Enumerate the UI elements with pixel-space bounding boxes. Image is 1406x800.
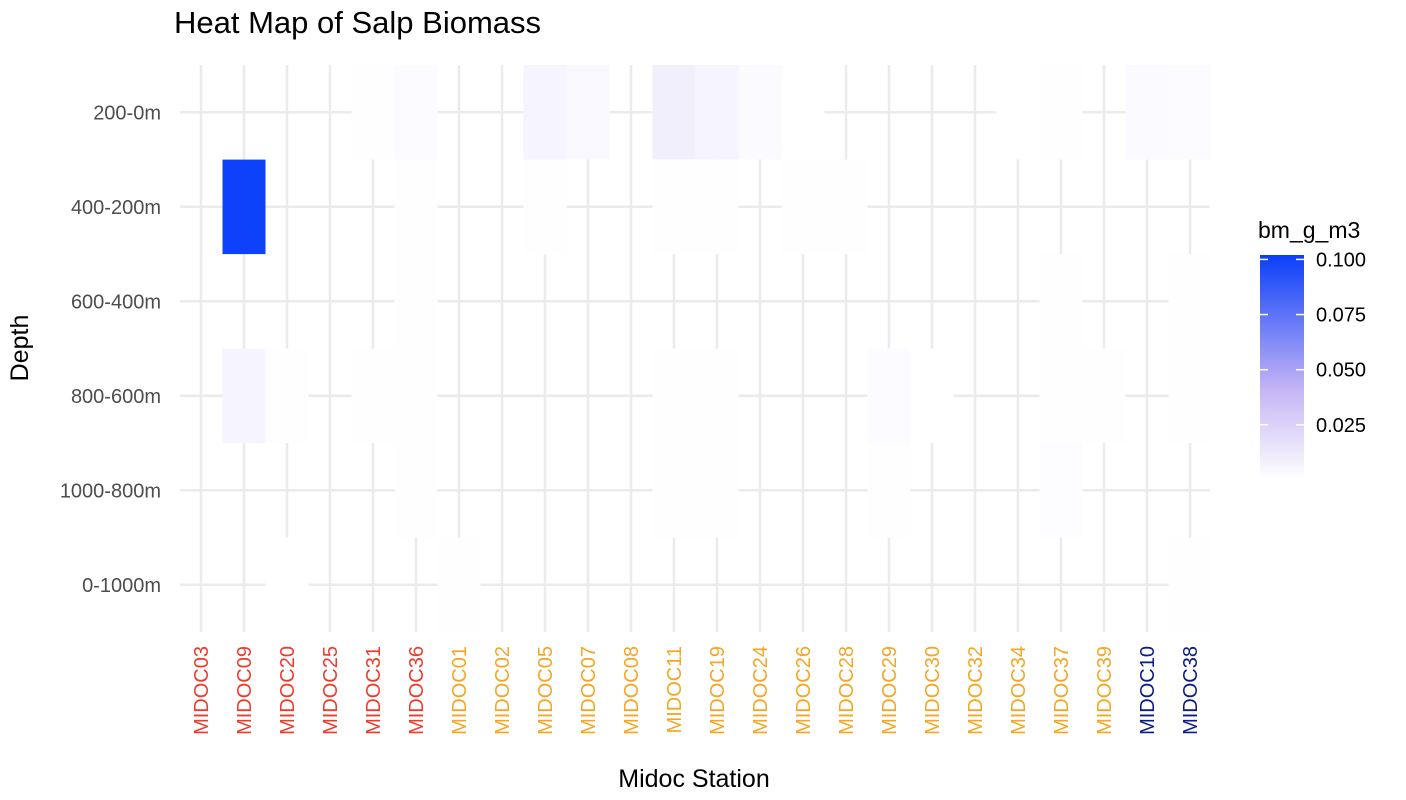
heatmap-cell [1168,254,1212,349]
heatmap-cell [738,65,782,160]
heatmap-cell [652,348,696,444]
x-tick-label: MIDOC28 [836,646,858,735]
x-axis-title: Midoc Station [618,765,769,793]
x-tick-label: MIDOC30 [922,646,944,735]
heatmap-cell [265,537,309,632]
y-tick-label: 400-200m [71,197,161,219]
x-tick-label: MIDOC36 [406,646,428,735]
y-tick-label: 1000-800m [60,480,161,502]
x-tick-label: MIDOC19 [707,646,729,735]
x-tick-label: MIDOC34 [1008,646,1030,735]
heatmap-cell [394,348,438,444]
x-tick-label: MIDOC32 [965,646,987,735]
heatmap-cell [523,65,567,160]
heatmap-cell [652,159,696,255]
heatmap-cell [394,443,438,538]
x-tick-label: MIDOC08 [621,646,643,735]
x-tick-label: MIDOC38 [1180,646,1202,735]
heatmap-cell [394,254,438,349]
heatmap-cell [1082,348,1126,444]
heatmap-cell [351,348,395,444]
y-tick-label: 600-400m [71,291,161,313]
heatmap-cell [1168,348,1212,444]
heatmap-cell [695,348,739,444]
heatmap-cell [695,443,739,538]
x-tick-label: MIDOC29 [879,646,901,735]
x-tick-label: MIDOC39 [1094,646,1116,735]
x-tick-label: MIDOC25 [320,646,342,735]
heatmap-cell [910,348,954,444]
x-tick-label: MIDOC20 [277,646,299,735]
x-tick-label: MIDOC11 [664,646,686,733]
heatmap-cell [437,537,481,632]
y-axis-ticks: 200-0m 400-200m 600-400m 800-600m 1000-800m 0… [60,102,161,597]
legend-tick-label: 0.100 [1316,249,1366,271]
y-tick-label: 800-600m [71,386,161,408]
heatmap-cell [1125,65,1169,160]
x-axis-ticks: MIDOC03 MIDOC09 MIDOC20 MIDOC25 MIDOC31 MIDOC… [191,646,1202,735]
heatmap-cell [566,65,610,160]
heatmap-cell [781,65,825,160]
y-tick-label: 200-0m [93,102,161,124]
heatmap-cell [867,348,911,444]
x-tick-label: MIDOC37 [1051,646,1073,735]
heatmap-cell [695,65,739,160]
legend-tick-label: 0.025 [1316,415,1366,437]
heatmap-cell [222,348,266,444]
legend-title: bm_g_m3 [1258,217,1360,243]
heatmap-cell [652,443,696,538]
heatmap-cell [222,159,266,255]
heatmap-cell [265,348,309,444]
x-tick-label: MIDOC26 [793,646,815,735]
heatmap-cell [1039,254,1083,349]
heatmap-cell [652,65,696,160]
x-tick-label: MIDOC01 [449,646,471,735]
heatmap-cell [394,65,438,160]
heatmap-cell [867,443,911,538]
heatmap-cell [351,65,395,160]
heatmap-cell [824,159,868,255]
heatmap-cell [781,159,825,255]
y-axis-title: Depth [6,315,34,382]
heatmap-cell [1039,443,1083,538]
heatmap-cell [523,159,567,255]
x-tick-label: MIDOC07 [578,646,600,735]
heatmap-cells [222,65,1212,632]
x-tick-label: MIDOC10 [1137,646,1159,735]
legend-tick-label: 0.075 [1316,305,1366,327]
heatmap-cell [695,159,739,255]
x-tick-label: MIDOC24 [750,646,772,735]
chart-title: Heat Map of Salp Biomass [174,5,541,40]
heatmap-cell [996,65,1040,160]
legend-colorbar [1260,255,1304,480]
heatmap-cell [394,159,438,255]
x-tick-label: MIDOC09 [234,646,256,735]
legend-ticks: 0.025 0.050 0.075 0.100 [1260,249,1366,437]
y-tick-label: 0-1000m [82,575,161,597]
x-tick-label: MIDOC02 [492,646,514,735]
legend-tick-label: 0.050 [1316,360,1366,382]
x-tick-label: MIDOC05 [535,646,557,735]
x-tick-label: MIDOC03 [191,646,213,735]
color-legend: bm_g_m3 0.025 0.050 0.075 0.100 [1258,217,1366,480]
heatmap-cell [1168,65,1212,160]
x-tick-label: MIDOC31 [363,646,385,735]
heatmap-cell [1039,65,1083,160]
heatmap-cell [1168,537,1212,632]
heatmap-cell [1039,348,1083,444]
